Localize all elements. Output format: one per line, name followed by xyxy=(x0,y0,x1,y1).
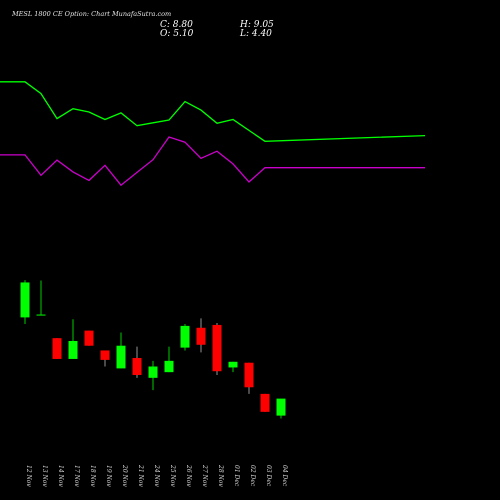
open-value: O: 5.10 xyxy=(160,29,194,39)
candle-body xyxy=(148,366,158,378)
x-tick-label: 28 Nov xyxy=(217,464,224,487)
upper-line-series xyxy=(0,81,426,142)
low-value: L: 4.40 xyxy=(240,29,272,39)
candle-body xyxy=(244,362,254,388)
candle-body xyxy=(116,345,126,369)
x-tick-label: 03 Dec xyxy=(265,465,272,487)
x-tick-label: 04 Dec xyxy=(281,465,288,487)
x-tick-label: 21 Nov xyxy=(137,464,144,487)
x-tick-label: 01 Dec xyxy=(233,465,240,487)
candle-body xyxy=(180,325,190,348)
candle-body xyxy=(276,398,286,416)
x-tick-label: 20 Nov xyxy=(121,464,128,487)
high-value: H: 9.05 xyxy=(240,20,274,30)
lower-line-series xyxy=(0,136,425,187)
candle-body xyxy=(196,327,206,345)
candle-body xyxy=(260,393,270,412)
candle-body xyxy=(20,282,30,318)
candle-body xyxy=(84,330,94,346)
candle-body xyxy=(52,338,62,359)
x-tick-label: 19 Nov xyxy=(105,465,112,487)
x-tick-label: 13 Nov xyxy=(41,465,48,487)
x-tick-label: 26 Nov xyxy=(185,464,192,487)
candle-body xyxy=(228,361,238,368)
candle-body xyxy=(100,350,110,360)
x-tick-label: 18 Nov xyxy=(89,465,96,487)
candle-body xyxy=(164,360,174,373)
candle-body xyxy=(212,324,222,372)
x-tick-label: 14 Nov xyxy=(57,465,64,487)
x-tick-label: 02 Dec xyxy=(249,465,256,487)
x-tick-label: 12 Nov xyxy=(25,465,32,487)
candle-body xyxy=(36,314,46,316)
x-tick-label: 27 Nov xyxy=(201,464,208,487)
chart-title: MESL 1800 CE Option: Chart MunafaSutra.c… xyxy=(12,10,172,18)
x-tick-label: 25 Nov xyxy=(169,464,176,487)
x-tick-label: 24 Nov xyxy=(153,464,160,487)
x-tick-label: 17 Nov xyxy=(73,465,80,487)
close-value: C: 8.80 xyxy=(160,20,193,30)
candle-body xyxy=(68,341,78,359)
candle-body xyxy=(132,358,142,375)
